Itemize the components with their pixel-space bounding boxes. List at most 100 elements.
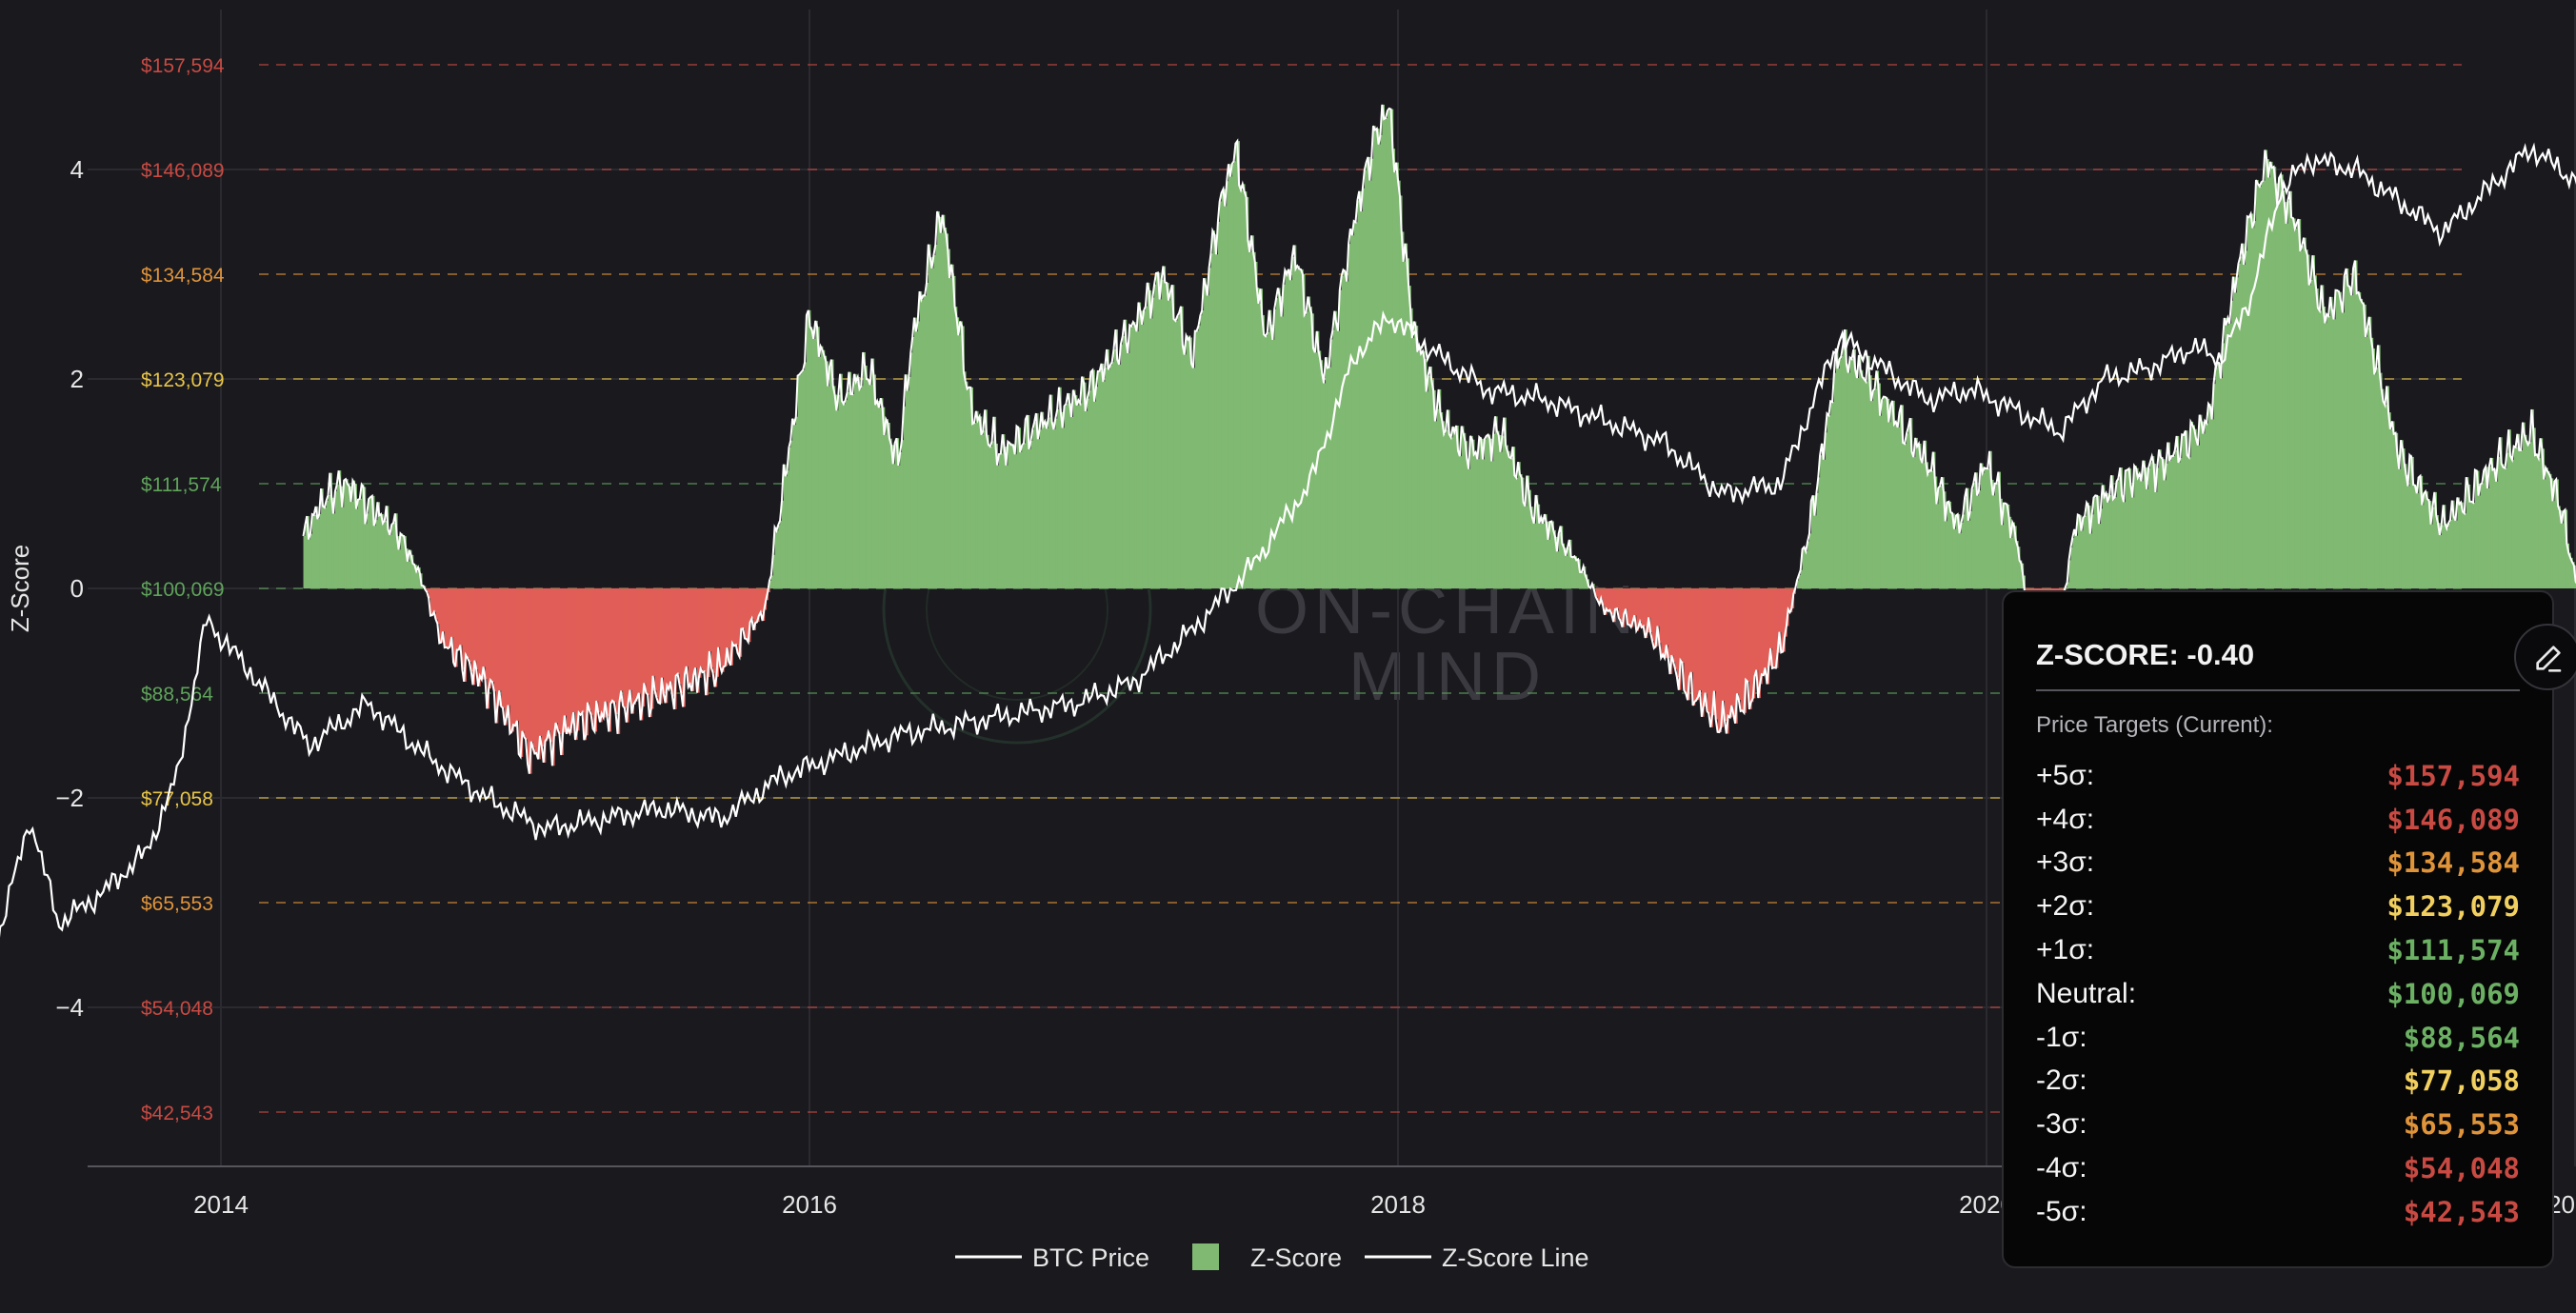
zscore-bar [2478,495,2482,588]
zscore-bar [2344,275,2347,588]
zscore-bar [437,588,441,625]
zscore-bar [2401,440,2404,588]
zscore-bar [1152,297,1155,588]
zscore-bar [1212,230,1215,588]
zscore-bar [1862,376,1866,588]
zscore-bar [933,255,937,588]
zscore-bar [2443,505,2446,588]
zscore-bar [1006,465,1009,588]
zscore-bar [541,588,545,746]
zscore-bar [1244,191,1248,589]
zscore-bar [1442,421,1446,588]
zscore-bar [359,498,363,588]
zscore-bar [331,497,334,588]
zscore-bar [873,374,877,588]
zscore-bar [987,434,989,588]
zscore-bar [1998,471,2002,588]
zscore-bar [1025,419,1028,588]
legend-zscore-line-label[interactable]: Z-Score Line [1442,1243,1589,1272]
zscore-bar [2171,455,2174,588]
zscore-bar [2164,480,2167,588]
zscore-bar [1568,539,1572,588]
zscore-bar [1608,588,1611,611]
zscore-bar [1341,275,1345,588]
zscore-bar [2312,255,2316,588]
zscore-bar [2207,423,2209,588]
edit-button[interactable] [2514,624,2576,690]
zscore-bar [1068,392,1070,588]
zscore-bar [644,588,647,684]
zscore-bar [2329,296,2333,588]
zscore-bar [914,317,917,588]
zscore-bar [1388,108,1392,589]
zscore-bar [2007,504,2010,588]
zscore-bar [997,465,1000,588]
zscore-bar [1378,144,1382,589]
zscore-bar [1940,486,1943,588]
zscore-bar [2314,275,2317,588]
zscore-bar [2383,401,2386,588]
zscore-bar [2404,464,2407,588]
zscore-bar [1624,588,1627,614]
zscore-bar [1246,197,1249,588]
zscore-bar [946,233,949,588]
zscore-bar [983,430,986,588]
zscore-bar [1452,427,1456,588]
zscore-bar [1973,483,1977,588]
zscore-bar [877,400,880,588]
zscore-bar [797,375,801,588]
zscore-bar [2568,552,2571,588]
zscore-bar [1491,461,1494,588]
zscore-bar [2490,457,2494,588]
legend-zscore-label[interactable]: Z-Score [1250,1243,1342,1272]
zscore-bar [371,495,375,588]
zscore-bar [1839,359,1843,588]
zscore-bar [1448,434,1452,588]
zscore-bar [2550,478,2554,588]
zscore-bar [1048,417,1051,588]
zscore-bar [1047,428,1049,588]
legend-zscore-swatch[interactable] [1192,1243,1219,1270]
zscore-bar [1661,588,1664,659]
zscore-bar [611,588,615,701]
zscore-bar [2256,179,2259,588]
price-band-label-5: $100,069 [141,579,225,601]
zscore-bar [2145,467,2147,588]
zscore-bar [888,423,890,588]
zscore-bar [815,320,818,588]
zscore-bar [2416,493,2420,588]
legend[interactable]: BTC Price Z-Score Z-Score Line [955,1243,1589,1272]
zscore-bar [896,438,900,588]
zscore-bar [1467,458,1469,588]
zscore-bar [2430,524,2434,588]
zscore-bar [2546,470,2550,588]
zscore-bar [605,588,609,702]
zscore-bar [1971,488,1975,588]
zscore-bar [822,349,826,588]
legend-btc-price-label[interactable]: BTC Price [1032,1243,1149,1272]
zscore-bar [2448,523,2451,588]
zscore-bar [817,327,820,588]
zscore-bar [1713,588,1717,691]
zscore-bar [1954,528,1957,588]
zscore-bar [1074,395,1078,588]
zscore-bar [561,588,564,755]
zscore-bar [1507,450,1510,588]
zscore-bar [2558,506,2561,588]
zscore-bar [2381,388,2385,588]
zscore-bar [746,588,749,640]
zscore-bar [1719,588,1723,733]
zscore-bar [534,588,538,754]
zscore-bar [1982,472,1986,588]
zscore-bar [1027,415,1030,588]
zscore-bar [1537,504,1541,588]
zscore-bar [377,502,381,588]
zscore-bar [1579,571,1583,588]
zscore-bar [1288,269,1291,588]
zscore-bar [783,464,787,588]
zscore-bar [1229,176,1233,588]
zscore-bar [1823,459,1827,588]
zscore-bar [2511,459,2515,588]
zscore-bar [2436,515,2439,588]
zscore-bar [1748,588,1752,709]
